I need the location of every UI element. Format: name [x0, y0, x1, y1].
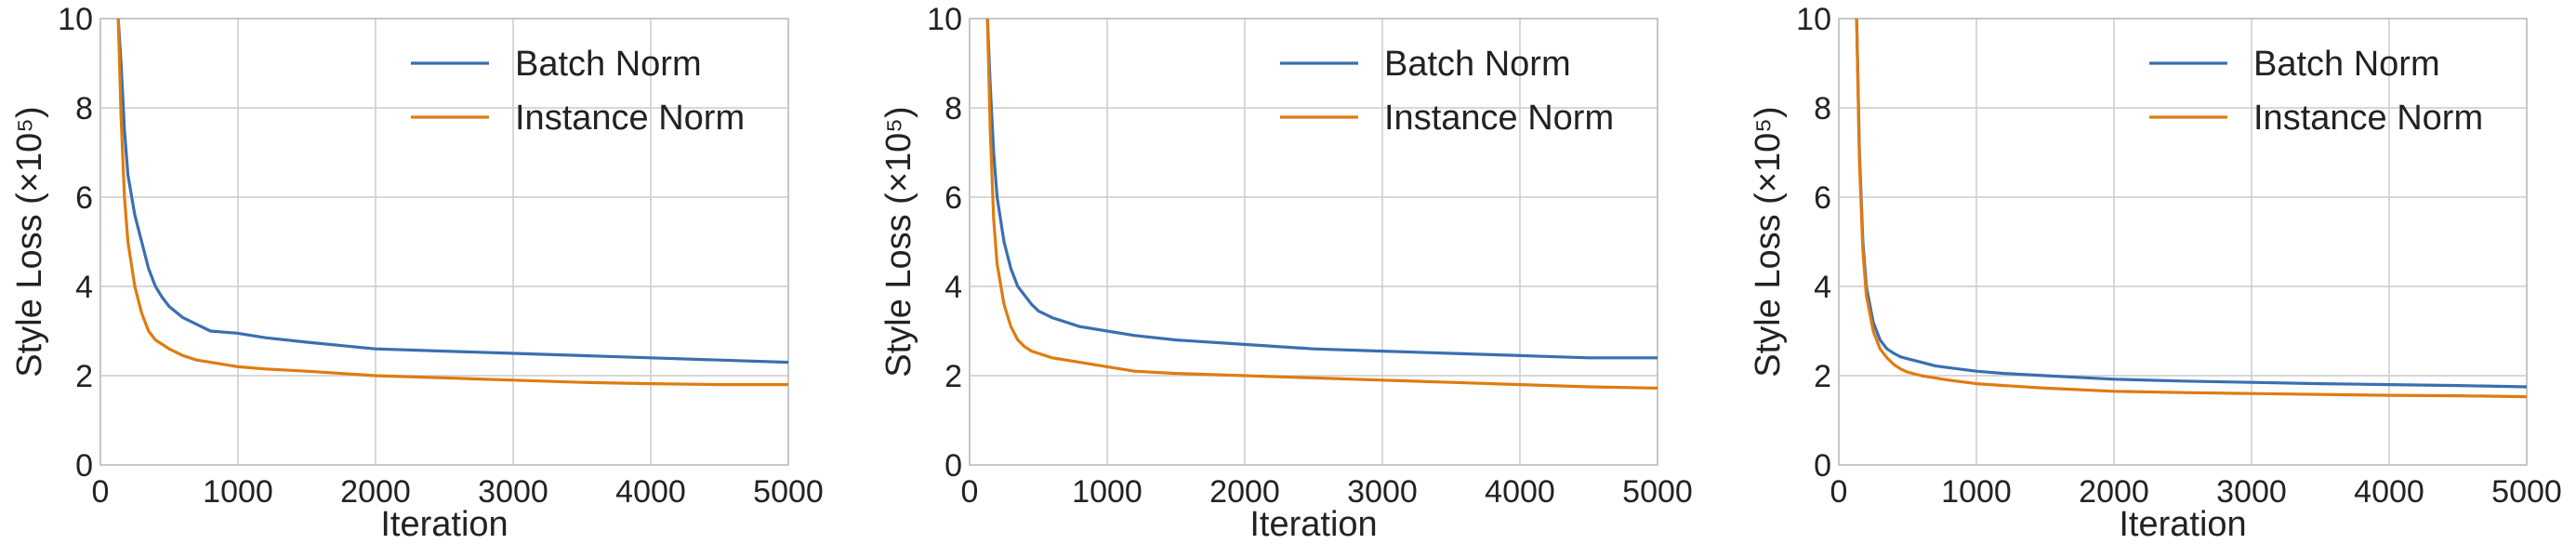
x-tick-label: 5000	[753, 474, 824, 510]
y-axis-label: Style Loss (×10⁵)	[1749, 106, 1788, 377]
chart-panel-2: 0 1000 2000 3000 4000 5000 0 2 4 6 8 10 Iteration Sty…	[879, 2, 1693, 544]
y-tick-label: 10	[58, 2, 93, 37]
y-tick-label: 2	[945, 359, 962, 394]
x-tick-label: 0	[92, 474, 110, 510]
x-axis-label: Iteration	[2119, 505, 2246, 544]
y-tick-label: 6	[945, 180, 962, 216]
y-tick-label: 10	[1796, 2, 1831, 37]
x-tick-label: 2000	[340, 474, 411, 510]
y-tick-label: 6	[1814, 180, 1831, 216]
legend-label: Instance Norm	[1384, 99, 1614, 138]
y-tick-label: 2	[75, 359, 93, 394]
chart-panel-3: 0 1000 2000 3000 4000 5000 0 2 4 6 8 10 Iteration Sty…	[1749, 2, 2562, 544]
x-tick-label: 1000	[203, 474, 273, 510]
x-tick-label: 1000	[1072, 474, 1143, 510]
x-tick-label: 4000	[1485, 474, 1555, 510]
series-line-instance-norm	[116, 19, 788, 387]
y-tick-label: 4	[1814, 270, 1831, 305]
x-tick-label: 4000	[2354, 474, 2424, 510]
series-line-instance-norm	[1855, 19, 2527, 399]
y-tick-label: 4	[945, 270, 962, 305]
x-tick-label: 4000	[615, 474, 686, 510]
series-line-batch-norm	[1855, 19, 2527, 389]
y-tick-label: 8	[75, 91, 93, 126]
x-tick-label: 2000	[1209, 474, 1280, 510]
y-axis-label: Style Loss (×10⁵)	[10, 106, 49, 377]
series-line-batch-norm	[985, 19, 1658, 360]
series-line-instance-norm	[985, 19, 1658, 390]
x-tick-label: 5000	[1622, 474, 1693, 510]
y-tick-label: 4	[75, 270, 93, 305]
x-axis-label: Iteration	[380, 505, 508, 544]
y-tick-label: 0	[1814, 448, 1831, 484]
legend-label: Batch Norm	[1384, 45, 1571, 84]
y-tick-label: 2	[1814, 359, 1831, 394]
legend-label: Batch Norm	[515, 45, 702, 84]
legend-label: Instance Norm	[2253, 99, 2483, 138]
legend-label: Batch Norm	[2253, 45, 2440, 84]
y-tick-label: 6	[75, 180, 93, 216]
plot-frame	[99, 18, 789, 466]
y-tick-label: 8	[1814, 91, 1831, 126]
x-tick-label: 3000	[2216, 474, 2287, 510]
x-tick-label: 3000	[478, 474, 548, 510]
chart-panel-1: 0 1000 2000 3000 4000 5000 0 2 4 6 8 10 Iteration Sty…	[10, 2, 824, 544]
plot-frame	[969, 18, 1658, 466]
y-tick-label: 10	[927, 2, 962, 37]
legend-label: Instance Norm	[515, 99, 745, 138]
y-tick-label: 0	[75, 448, 93, 484]
x-tick-label: 5000	[2491, 474, 2562, 510]
y-tick-label: 8	[945, 91, 962, 126]
y-tick-label: 0	[945, 448, 962, 484]
y-axis-label: Style Loss (×10⁵)	[879, 106, 918, 377]
x-tick-label: 0	[961, 474, 979, 510]
x-tick-label: 2000	[2079, 474, 2149, 510]
plot-frame	[1838, 18, 2528, 466]
x-tick-label: 0	[1830, 474, 1848, 510]
x-tick-label: 3000	[1347, 474, 1418, 510]
x-tick-label: 1000	[1941, 474, 2012, 510]
series-line-batch-norm	[116, 19, 788, 365]
x-axis-label: Iteration	[1249, 505, 1377, 544]
